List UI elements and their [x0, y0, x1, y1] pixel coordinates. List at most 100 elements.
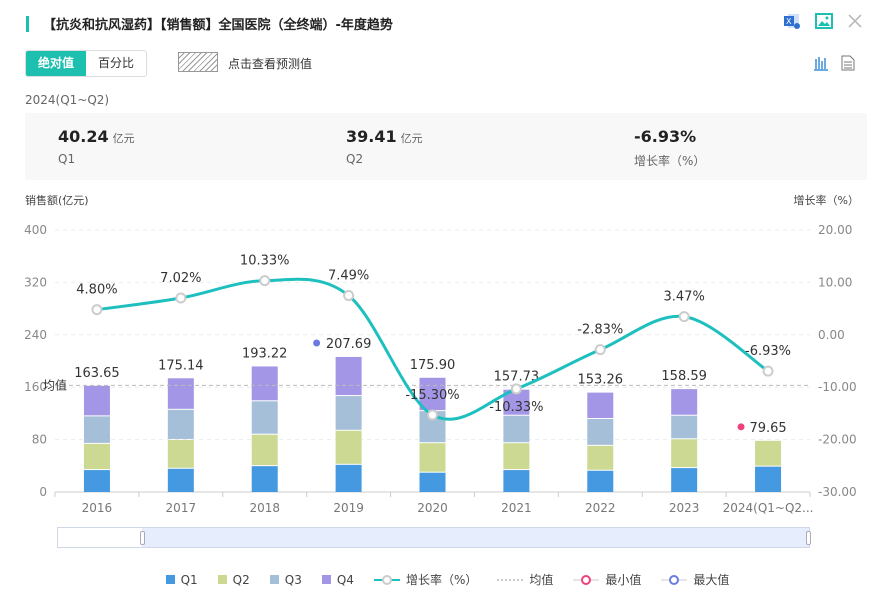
growth-label: -6.93%: [745, 344, 791, 359]
bar-total-label: 157.73: [494, 370, 540, 385]
bar-q4: [587, 392, 614, 418]
x-tick-label: 2024(Q1~Q2...: [723, 501, 814, 515]
bar-total-label: 207.69: [326, 337, 372, 352]
sales-trend-chart: 0 80 160 240 320 400 -30.00 -20.00 -10.00 0.00 10.…: [24, 223, 857, 515]
x-tick-label: 2018: [249, 501, 280, 515]
bar-q2: [83, 443, 110, 470]
growth-label: 10.33%: [240, 254, 290, 269]
bar-total-label: 175.90: [410, 358, 456, 373]
bar-q1: [167, 468, 194, 492]
bar-q3: [167, 409, 194, 439]
growth-point: [175, 292, 187, 304]
y-tick-left: 0: [39, 485, 47, 499]
bar-total-label: 163.65: [74, 366, 120, 381]
mean-label: 均值: [43, 377, 67, 392]
bar-q4: [671, 389, 698, 415]
chart-legend: Q1 Q2 Q3 Q4 增长率（%） 均值 最小值 最大值: [0, 571, 885, 588]
bar-q1: [251, 466, 278, 492]
kpi-unit: 亿元: [112, 132, 135, 145]
bar-q1: [503, 470, 530, 492]
close-icon[interactable]: [847, 13, 863, 29]
kpi-q2: 39.41 亿元 Q2: [346, 127, 423, 166]
legend-q1[interactable]: Q1: [165, 571, 198, 588]
max-marker: [313, 339, 321, 347]
bar-total-label: 153.26: [578, 373, 624, 388]
title-accent-bar: [26, 15, 29, 32]
summary-panel: 40.24 亿元 Q1 39.41 亿元 Q2 -6.93% 增长率（%）: [25, 113, 867, 180]
y-tick-left: 320: [24, 275, 47, 289]
tab-percentage[interactable]: 百分比: [98, 56, 135, 70]
y-tick-left: 160: [24, 380, 47, 394]
y-tick-right: 10.00: [818, 275, 852, 289]
slider-handle-right[interactable]: [806, 531, 811, 545]
slider-handle-left[interactable]: [140, 531, 145, 545]
legend-mean[interactable]: 均值: [497, 573, 554, 587]
excel-export-icon[interactable]: X: [783, 12, 801, 30]
left-axis-title: 销售额(亿元): [25, 194, 89, 207]
bar-q1: [83, 470, 110, 492]
mode-toggle: 绝对值 百分比: [25, 50, 148, 77]
bar-q4: [251, 366, 278, 401]
slider-range[interactable]: [142, 528, 809, 547]
zoom-slider[interactable]: [57, 527, 811, 548]
tab-absolute[interactable]: 绝对值: [26, 51, 87, 76]
bar-total-label: 175.14: [158, 358, 204, 373]
kpi-label: Q1: [58, 152, 76, 166]
bar-q2: [419, 443, 446, 472]
legend-q3[interactable]: Q3: [269, 571, 302, 588]
growth-label: 7.02%: [160, 271, 201, 286]
bar-q2: [251, 434, 278, 466]
growth-label: -15.30%: [405, 388, 459, 403]
growth-point: [510, 383, 522, 395]
x-tick-label: 2017: [166, 501, 197, 515]
prediction-toggle[interactable]: 点击查看预测值: [228, 57, 313, 71]
document-icon[interactable]: [841, 55, 855, 71]
y-tick-right: -30.00: [818, 485, 857, 499]
bar-q3: [503, 415, 530, 443]
bar-q1: [419, 472, 446, 492]
title-text: 【抗炎和抗风湿药】【销售额】全国医院（全终端）-年度趋势: [43, 18, 393, 33]
growth-point: [427, 409, 438, 421]
y-tick-right: -20.00: [818, 433, 857, 447]
bar-q3: [335, 396, 362, 430]
bar-chart-icon[interactable]: [813, 55, 829, 71]
bar-q1: [587, 470, 614, 492]
bar-total-label: 79.65: [749, 421, 786, 436]
legend-q2[interactable]: Q2: [217, 571, 250, 588]
legend-min[interactable]: 最小值: [573, 571, 641, 588]
kpi-value: 39.41: [346, 127, 397, 146]
bar-q1: [755, 466, 782, 492]
bar-q4: [167, 378, 194, 409]
y-tick-right: -10.00: [818, 380, 857, 394]
kpi-growth: -6.93% 增长率（%）: [634, 127, 705, 169]
y-tick-right: 0.00: [818, 328, 845, 342]
image-export-icon[interactable]: [815, 12, 833, 30]
legend-max[interactable]: 最大值: [661, 571, 729, 588]
y-tick-right: 20.00: [818, 223, 852, 237]
x-tick-label: 2016: [82, 501, 113, 515]
growth-label: 4.80%: [76, 283, 117, 298]
bar-q3: [83, 416, 110, 443]
period-label: 2024(Q1~Q2): [25, 93, 110, 107]
legend-q4[interactable]: Q4: [321, 571, 354, 588]
kpi-q1: 40.24 亿元 Q1: [58, 127, 135, 166]
y-tick-left: 80: [32, 433, 47, 447]
right-axis-title: 增长率（%）: [793, 194, 859, 207]
bar-total-label: 193.22: [242, 346, 288, 361]
growth-label: -10.33%: [489, 400, 543, 415]
growth-point: [762, 365, 774, 377]
growth-label: 3.47%: [664, 290, 705, 305]
x-tick-label: 2023: [669, 501, 700, 515]
bar-q2: [755, 440, 782, 466]
x-tick-label: 2021: [501, 501, 532, 515]
legend-growth[interactable]: 增长率（%）: [373, 571, 477, 588]
bar-q2: [587, 445, 614, 470]
bar-q2: [671, 439, 698, 468]
bar-q4: [83, 385, 110, 416]
kpi-unit: 亿元: [400, 132, 423, 145]
chart-title: 【抗炎和抗风湿药】【销售额】全国医院（全终端）-年度趋势: [26, 14, 393, 33]
bar-q2: [335, 430, 362, 464]
prediction-hatch-swatch[interactable]: [178, 52, 218, 72]
bar-q3: [587, 418, 614, 445]
growth-point: [594, 344, 606, 356]
